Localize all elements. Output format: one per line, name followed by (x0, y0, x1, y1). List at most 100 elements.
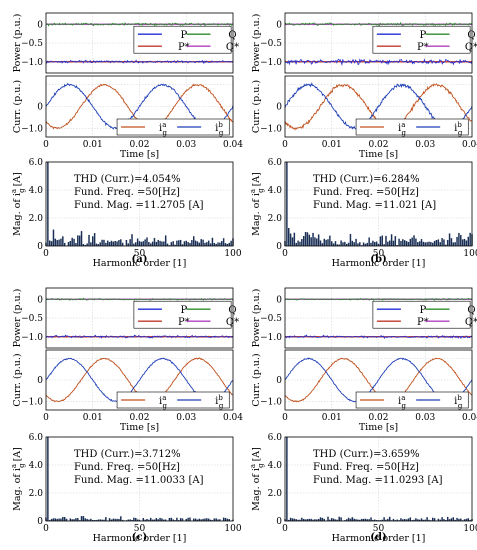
harmonic-bar (353, 518, 355, 521)
legend-sub: g (458, 129, 463, 137)
harmonic-bar (446, 516, 449, 521)
harmonic-bar (116, 518, 118, 521)
current-ylabel: Curr. (p.u.) (251, 353, 262, 406)
harmonic-bar (163, 519, 165, 521)
harmonic-bar (297, 519, 299, 521)
harmonic-bar (149, 243, 152, 246)
annotation-line: Fund. Freq. =50[Hz] (74, 462, 180, 473)
harmonic-bar (329, 235, 331, 246)
harmonic-bar (439, 242, 441, 246)
harmonic-bar (338, 244, 340, 246)
current-xtick-label: 0.03 (176, 413, 196, 423)
harmonic-bar (413, 519, 415, 521)
harmonic-bar (164, 235, 167, 246)
harmonic-bar (448, 233, 451, 246)
current-xtick-label: 0 (43, 413, 49, 423)
harmonic-bar (161, 518, 163, 521)
harmonic-bar (360, 518, 363, 521)
ylabel-sub: g (18, 463, 26, 468)
series-p (45, 334, 234, 339)
legend-box (133, 300, 232, 329)
harmonic-bar (108, 241, 111, 246)
harmonic-bar (206, 242, 208, 246)
legend-sub: g (162, 129, 167, 137)
power-ytick-label: 0 (276, 20, 282, 30)
current-ytick-label: 0 (276, 103, 282, 113)
harmonic-bar (381, 235, 383, 246)
legend-ia-label: ia g (398, 394, 406, 410)
ylabel-unit: [A] (251, 172, 262, 186)
harmonic-bar (84, 244, 87, 246)
harmonic-xtick-label: 0 (43, 249, 49, 259)
harmonic-bar (69, 241, 72, 246)
harmonic-bar (219, 519, 221, 521)
harmonic-bar (443, 519, 445, 521)
harmonic-bar (289, 517, 292, 521)
series-q (284, 297, 473, 301)
series-p (284, 334, 473, 340)
harmonic-bar (135, 517, 137, 521)
harmonic-bar (140, 241, 143, 246)
harmonic-bar (293, 232, 296, 246)
legend-pstar-label: P* (178, 317, 190, 328)
harmonic-bar (345, 243, 348, 246)
harmonic-bar (415, 238, 417, 246)
harmonic-bar (396, 519, 398, 521)
harmonic-bar (144, 239, 146, 246)
harmonic-bar (121, 242, 124, 246)
harmonic-bar (456, 236, 458, 246)
harmonic-bar (97, 244, 100, 246)
harmonic-bar (189, 242, 191, 246)
legend-sup: a (162, 121, 166, 129)
legend-box (355, 118, 469, 136)
harmonic-xtick-label: 50 (373, 249, 385, 259)
harmonic-bar (198, 242, 201, 246)
current-ytick-label: −1.0 (260, 397, 282, 407)
harmonic-bar (226, 243, 229, 246)
harmonic-bar (308, 518, 311, 521)
harmonic-bar (329, 519, 331, 521)
harmonic-bar (88, 234, 90, 246)
harmonic-bar (347, 517, 350, 521)
harmonic-bar (301, 239, 303, 246)
harmonic-xlabel: Harmonic order [1] (332, 533, 426, 544)
annotation-line: Fund. Mag. =11.0293 [A] (313, 475, 443, 486)
harmonic-bar (400, 240, 402, 246)
harmonic-bar (388, 516, 391, 521)
legend-qstar-label: Q* (226, 317, 239, 328)
harmonic-bar (312, 519, 314, 521)
harmonic-bar (314, 519, 316, 521)
harmonic-bar (366, 519, 369, 521)
harmonic-bar (327, 239, 329, 246)
current-xlabel: Time [s] (120, 422, 159, 433)
harmonic-bar (69, 518, 72, 521)
legend-sup: b (218, 394, 223, 402)
current-legend: ia g ib g (116, 391, 230, 410)
harmonic-bar (428, 519, 430, 521)
panel-label: (c) (132, 532, 148, 543)
harmonic-bar (364, 518, 367, 521)
harmonic-bar (370, 242, 372, 246)
harmonic-bar (120, 516, 122, 521)
harmonic-bar (67, 242, 70, 246)
harmonic-bar (82, 516, 85, 521)
harmonic-bar (62, 236, 64, 246)
power-axes (45, 287, 234, 349)
harmonic-ytick-label: 2.0 (29, 214, 44, 224)
legend-p-label: P (181, 30, 188, 41)
harmonic-bar (398, 520, 400, 521)
current-xtick-label: 0.04 (223, 140, 243, 150)
harmonic-bar (426, 242, 428, 246)
ylabel-sup: a (249, 464, 257, 468)
legend-qstar-label: Q* (465, 42, 477, 53)
harmonic-bar (159, 517, 161, 521)
harmonic-bar (80, 516, 83, 521)
harmonic-bar (390, 234, 393, 246)
panel-label: (d) (370, 532, 386, 543)
harmonic-bar (49, 520, 51, 521)
